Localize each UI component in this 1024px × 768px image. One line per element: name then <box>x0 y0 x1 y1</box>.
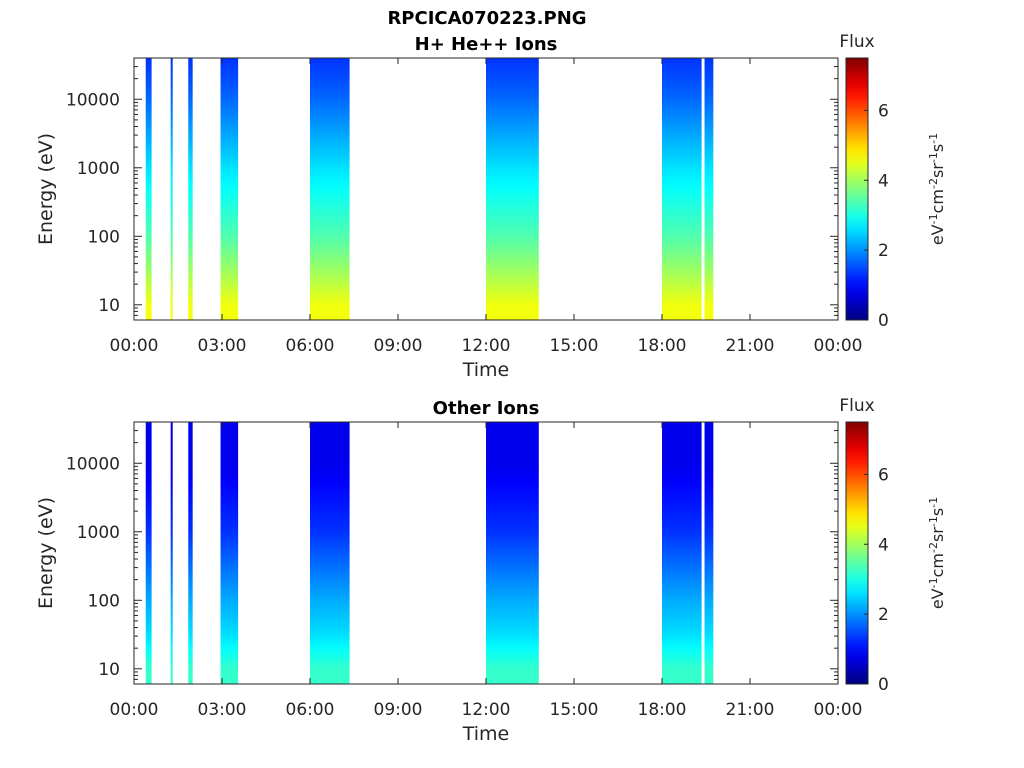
figure-title: RPCICA070223.PNG <box>387 8 586 29</box>
colorbar-units: eV-1cm-2sr-1s-1 <box>927 497 948 609</box>
x-axis-label: Time <box>462 723 510 745</box>
x-tick-label: 00:00 <box>110 700 159 720</box>
x-tick-label: 00:00 <box>814 700 863 720</box>
panel-h-he-ions: H+ He++ Ions 00:00 03:00 06:00 09:00 12:00 15:… <box>35 32 947 381</box>
colorbar-tick-label: 6 <box>878 465 889 485</box>
x-tick-label: 15:00 <box>550 336 599 356</box>
y-axis-label: Energy (eV) <box>35 497 57 609</box>
spectrogram-band-8 <box>704 422 714 684</box>
x-tick-label: 12:00 <box>462 336 511 356</box>
colorbar-label: Flux <box>839 32 874 52</box>
y-tick-label: 10 <box>98 296 120 316</box>
spectrogram-band-2 <box>170 422 173 684</box>
colorbar-tick-label: 2 <box>878 605 889 625</box>
y-tick-label: 100 <box>88 227 120 247</box>
spectrogram-band-5 <box>310 58 350 320</box>
x-tick-label: 09:00 <box>374 700 423 720</box>
y-tick-label: 1000 <box>77 159 120 179</box>
spectrogram-band-2 <box>170 58 173 320</box>
x-axis-label: Time <box>462 359 510 381</box>
y-tick-label: 10000 <box>66 454 120 474</box>
spectrogram-band-7 <box>662 422 702 684</box>
y-tick-label: 10 <box>98 660 120 680</box>
y-tick-label: 10000 <box>66 90 120 110</box>
panel-title: H+ He++ Ions <box>415 34 558 55</box>
spectrogram-band-5 <box>310 422 350 684</box>
spectrogram-band-6 <box>486 58 539 320</box>
colorbar-tick-label: 2 <box>878 241 889 261</box>
panel-title: Other Ions <box>433 398 540 419</box>
x-tick-label: 00:00 <box>110 336 159 356</box>
x-tick-label: 21:00 <box>726 700 775 720</box>
spectrogram-band-1 <box>145 58 152 320</box>
x-tick-label: 21:00 <box>726 336 775 356</box>
colorbar-tick-label: 6 <box>878 101 889 121</box>
x-tick-label: 09:00 <box>374 336 423 356</box>
spectrogram-band-4 <box>220 58 239 320</box>
spectrogram-band-7 <box>662 58 702 320</box>
x-tick-label: 12:00 <box>462 700 511 720</box>
colorbar-tick-label: 4 <box>878 535 889 555</box>
y-axis-label: Energy (eV) <box>35 133 57 245</box>
y-tick-label: 100 <box>88 591 120 611</box>
x-tick-label: 06:00 <box>286 336 335 356</box>
x-tick-label: 03:00 <box>198 336 247 356</box>
spectrogram-band-8 <box>704 58 714 320</box>
x-tick-label: 00:00 <box>814 336 863 356</box>
spectrogram-band-1 <box>145 422 152 684</box>
spectrogram-band-3 <box>188 422 193 684</box>
spectrogram-band-6 <box>486 422 539 684</box>
x-tick-label: 18:00 <box>638 336 687 356</box>
colorbar-units: eV-1cm-2sr-1s-1 <box>927 133 948 245</box>
spectrogram-band-3 <box>188 58 193 320</box>
x-tick-label: 18:00 <box>638 700 687 720</box>
x-tick-label: 03:00 <box>198 700 247 720</box>
panel-other-ions: Other Ions 00:00 03:00 06:00 09:00 12:00 15:00… <box>35 396 947 745</box>
y-tick-label: 1000 <box>77 523 120 543</box>
spectrogram-band-4 <box>220 422 239 684</box>
colorbar <box>845 421 869 685</box>
x-tick-label: 06:00 <box>286 700 335 720</box>
colorbar-label: Flux <box>839 396 874 416</box>
colorbar-tick-label: 0 <box>878 675 889 695</box>
colorbar-tick-label: 0 <box>878 311 889 331</box>
colorbar <box>845 57 869 321</box>
x-tick-label: 15:00 <box>550 700 599 720</box>
colorbar-tick-label: 4 <box>878 171 889 191</box>
